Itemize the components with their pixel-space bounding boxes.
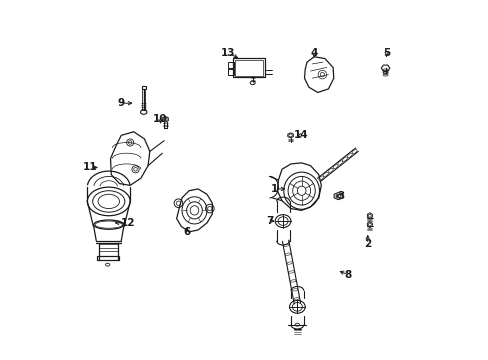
Text: 11: 11 — [83, 162, 97, 172]
Bar — [97, 256, 119, 260]
Bar — [234, 60, 262, 76]
Bar — [142, 86, 145, 89]
Text: 9: 9 — [118, 98, 124, 108]
Text: 4: 4 — [310, 48, 317, 58]
Text: 12: 12 — [121, 218, 135, 228]
Text: 6: 6 — [183, 227, 191, 237]
Bar — [233, 58, 264, 77]
Text: 1: 1 — [271, 184, 278, 194]
Bar — [227, 63, 234, 68]
Text: 14: 14 — [293, 130, 307, 140]
Text: 7: 7 — [266, 216, 273, 226]
Text: 8: 8 — [344, 270, 351, 280]
Text: 2: 2 — [364, 239, 370, 249]
Text: 5: 5 — [382, 48, 389, 58]
Text: 3: 3 — [337, 191, 344, 201]
Text: 10: 10 — [153, 113, 167, 123]
Text: 13: 13 — [221, 48, 235, 58]
Bar — [227, 69, 234, 75]
